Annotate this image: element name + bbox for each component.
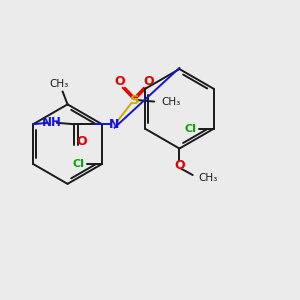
Text: O: O bbox=[76, 135, 87, 148]
Text: O: O bbox=[114, 75, 125, 88]
Text: O: O bbox=[144, 75, 154, 88]
Text: CH₃: CH₃ bbox=[198, 173, 217, 183]
Text: N: N bbox=[109, 118, 120, 131]
Text: O: O bbox=[174, 158, 185, 172]
Text: NH: NH bbox=[41, 116, 61, 129]
Text: S: S bbox=[130, 94, 139, 106]
Text: CH₃: CH₃ bbox=[49, 79, 68, 89]
Text: CH₃: CH₃ bbox=[161, 97, 181, 106]
Text: Cl: Cl bbox=[184, 124, 196, 134]
Text: Cl: Cl bbox=[73, 159, 84, 169]
